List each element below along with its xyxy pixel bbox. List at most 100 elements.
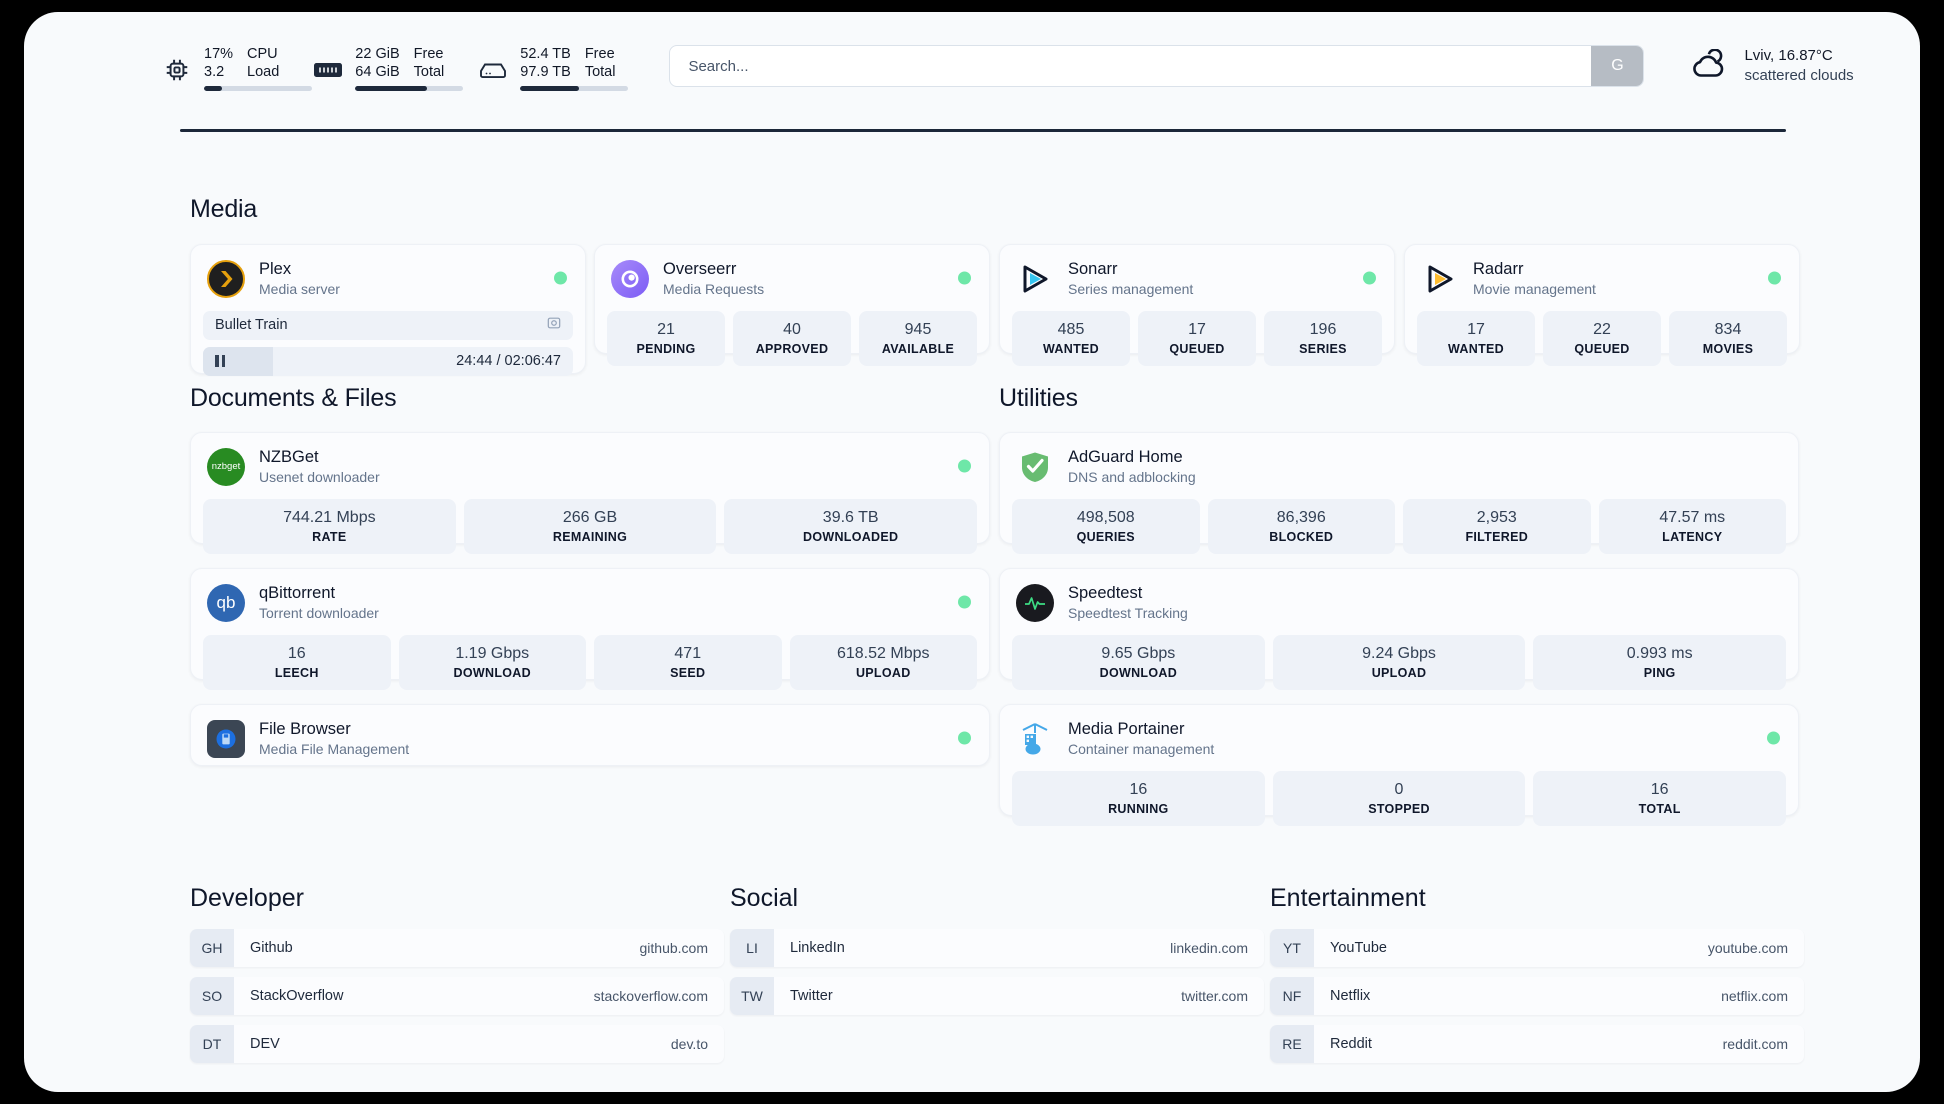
filebrowser-meta: File Browser Media File Management (259, 719, 409, 759)
sonarr-name: Sonarr (1068, 260, 1118, 278)
plex-progress-bar[interactable]: 24:44 / 02:06:47 (203, 346, 573, 376)
bookmark-abbr: TW (730, 977, 774, 1015)
sonarr-icon (1016, 260, 1054, 298)
bookmark-name: LinkedIn (790, 940, 845, 956)
card-nzbget[interactable]: nzbget NZBGet Usenet downloader 744.21 M… (190, 432, 990, 554)
speedtest-stats: 9.65 Gbps DOWNLOAD 9.24 Gbps UPLOAD 0.99… (1000, 634, 1798, 702)
nzbget-stats: 744.21 Mbps RATE 266 GB REMAINING 39.6 T… (191, 498, 989, 566)
weather-text: Lviv, 16.87°C scattered clouds (1744, 46, 1853, 87)
stat-box: 22 QUEUED (1543, 310, 1661, 366)
speedtest-icon (1016, 583, 1054, 622)
nzbget-icon: nzbget (207, 447, 245, 486)
filebrowser-status-badge (958, 731, 971, 745)
portainer-status-badge (1767, 731, 1780, 745)
bookmark-item[interactable]: TW Twitter twitter.com (730, 977, 1264, 1015)
bookmark-abbr: LI (730, 929, 774, 967)
bookmark-item[interactable]: YT YouTube youtube.com (1270, 929, 1804, 967)
stat-box: 9.65 Gbps DOWNLOAD (1012, 634, 1265, 690)
weather-location-temp: Lviv, 16.87°C (1744, 46, 1833, 64)
card-qbittorrent[interactable]: qb qBittorrent Torrent downloader 16 LEE… (190, 568, 990, 690)
card-overseerr[interactable]: Overseerr Media Requests 21 PENDING 40 A… (594, 244, 990, 366)
disk-usage-bar (520, 86, 629, 91)
header-divider (180, 129, 1786, 132)
cpu-percent: 17% (204, 46, 234, 62)
search-input[interactable] (670, 46, 1592, 86)
bookmark-name: YouTube (1330, 940, 1387, 956)
plex-now-playing: Bullet Train (203, 310, 573, 340)
bookmark-group-title: Developer (190, 884, 304, 912)
card-sonarr[interactable]: Sonarr Series management 485 WANTED 17 Q… (999, 244, 1395, 366)
qbittorrent-desc: Torrent downloader (259, 605, 379, 622)
filebrowser-name: File Browser (259, 720, 351, 738)
bookmark-url: dev.to (670, 1036, 708, 1052)
bookmark-abbr: GH (190, 929, 234, 967)
stat-box: 471 SEED (594, 634, 782, 690)
search-submit-button[interactable]: G (1591, 46, 1644, 86)
radarr-meta: Radarr Movie management (1473, 259, 1596, 299)
card-adguard[interactable]: AdGuard Home DNS and adblocking 498,508 … (999, 432, 1799, 554)
bookmark-item[interactable]: NF Netflix netflix.com (1270, 977, 1804, 1015)
bookmark-abbr: NF (1270, 977, 1314, 1015)
card-nzbget-header: nzbget NZBGet Usenet downloader (191, 433, 989, 499)
cpu-usage-bar-fill (204, 86, 223, 91)
card-filebrowser[interactable]: File Browser Media File Management (190, 704, 990, 766)
bookmark-abbr: SO (190, 977, 234, 1015)
overseerr-desc: Media Requests (663, 281, 765, 298)
plex-desc: Media server (259, 281, 340, 298)
system-stats: 17% 3.2 CPU Load (160, 45, 631, 91)
portainer-desc: Container management (1068, 741, 1215, 758)
card-speedtest[interactable]: Speedtest Speedtest Tracking 9.65 Gbps D… (999, 568, 1799, 690)
section-title-media: Media (190, 195, 258, 223)
portainer-name: Media Portainer (1068, 720, 1185, 738)
pause-icon[interactable] (215, 355, 225, 368)
speedtest-desc: Speedtest Tracking (1068, 605, 1188, 622)
stat-box: 2,953 FILTERED (1403, 498, 1591, 554)
disk-free: 52.4 TB (520, 46, 571, 62)
radarr-icon (1421, 260, 1459, 298)
bookmark-item[interactable]: SO StackOverflow stackoverflow.com (190, 977, 724, 1015)
sonarr-desc: Series management (1068, 281, 1194, 298)
plex-icon (207, 259, 245, 298)
weather-condition: scattered clouds (1744, 67, 1854, 84)
plex-progress-fill (203, 346, 274, 376)
qbittorrent-name: qBittorrent (259, 584, 336, 602)
card-portainer[interactable]: Media Portainer Container management 16 … (999, 704, 1799, 826)
bookmark-item[interactable]: LI LinkedIn linkedin.com (730, 929, 1264, 967)
bookmark-url: stackoverflow.com (593, 988, 708, 1004)
cast-icon[interactable] (547, 316, 561, 334)
stat-box: 196 SERIES (1264, 310, 1382, 366)
bookmark-group-social: Social LI LinkedIn linkedin.com TW Twitt… (730, 884, 1264, 1025)
plex-name: Plex (259, 260, 292, 278)
search-bar[interactable]: G (669, 45, 1645, 87)
plex-meta: Plex Media server (259, 259, 340, 299)
bookmark-item[interactable]: RE Reddit reddit.com (1270, 1025, 1804, 1063)
sonarr-status-badge (1363, 271, 1376, 285)
bookmark-url: twitter.com (1181, 988, 1248, 1004)
overseerr-icon (611, 259, 649, 298)
bookmark-name: Reddit (1330, 1036, 1372, 1052)
stat-box: 17 QUEUED (1138, 310, 1256, 366)
stat-box: 834 MOVIES (1669, 310, 1787, 366)
bookmark-abbr: RE (1270, 1025, 1314, 1063)
memory-free: 22 GiB (355, 46, 400, 62)
stat-box: 0 STOPPED (1272, 770, 1526, 826)
bookmark-url: youtube.com (1707, 940, 1788, 956)
portainer-icon (1016, 720, 1054, 758)
stat-box: 17 WANTED (1417, 310, 1535, 366)
bookmark-item[interactable]: DT DEV dev.to (190, 1025, 724, 1063)
plex-player[interactable]: Bullet Train 24:44 / 02:06:47 (191, 310, 585, 388)
card-plex[interactable]: Plex Media server Bullet Train 24:44 / 0… (190, 244, 586, 376)
radarr-stats: 17 WANTED 22 QUEUED 834 MOVIES (1405, 310, 1799, 378)
card-adguard-header: AdGuard Home DNS and adblocking (1000, 433, 1798, 499)
stat-box: 16 TOTAL (1533, 770, 1787, 826)
plex-time: 24:44 / 02:06:47 (456, 353, 561, 370)
qbittorrent-stats: 16 LEECH 1.19 Gbps DOWNLOAD 471 SEED 618… (191, 634, 989, 702)
stat-box: 266 GB REMAINING (463, 498, 717, 554)
cpu-labels: CPU Load (247, 45, 279, 81)
stat-box: 21 PENDING (607, 310, 725, 366)
bookmark-item[interactable]: GH Github github.com (190, 929, 724, 967)
card-radarr[interactable]: Radarr Movie management 17 WANTED 22 QUE… (1404, 244, 1800, 366)
bookmark-name: DEV (250, 1036, 280, 1052)
header-bar: 17% 3.2 CPU Load (24, 12, 1920, 120)
bookmark-group-title: Entertainment (1270, 884, 1426, 912)
